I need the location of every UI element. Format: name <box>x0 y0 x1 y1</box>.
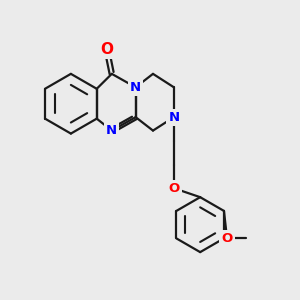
Text: N: N <box>130 81 141 94</box>
Text: N: N <box>106 124 117 137</box>
Text: N: N <box>168 111 179 124</box>
Text: O: O <box>168 182 179 195</box>
Text: O: O <box>221 232 233 245</box>
Text: O: O <box>100 42 113 57</box>
